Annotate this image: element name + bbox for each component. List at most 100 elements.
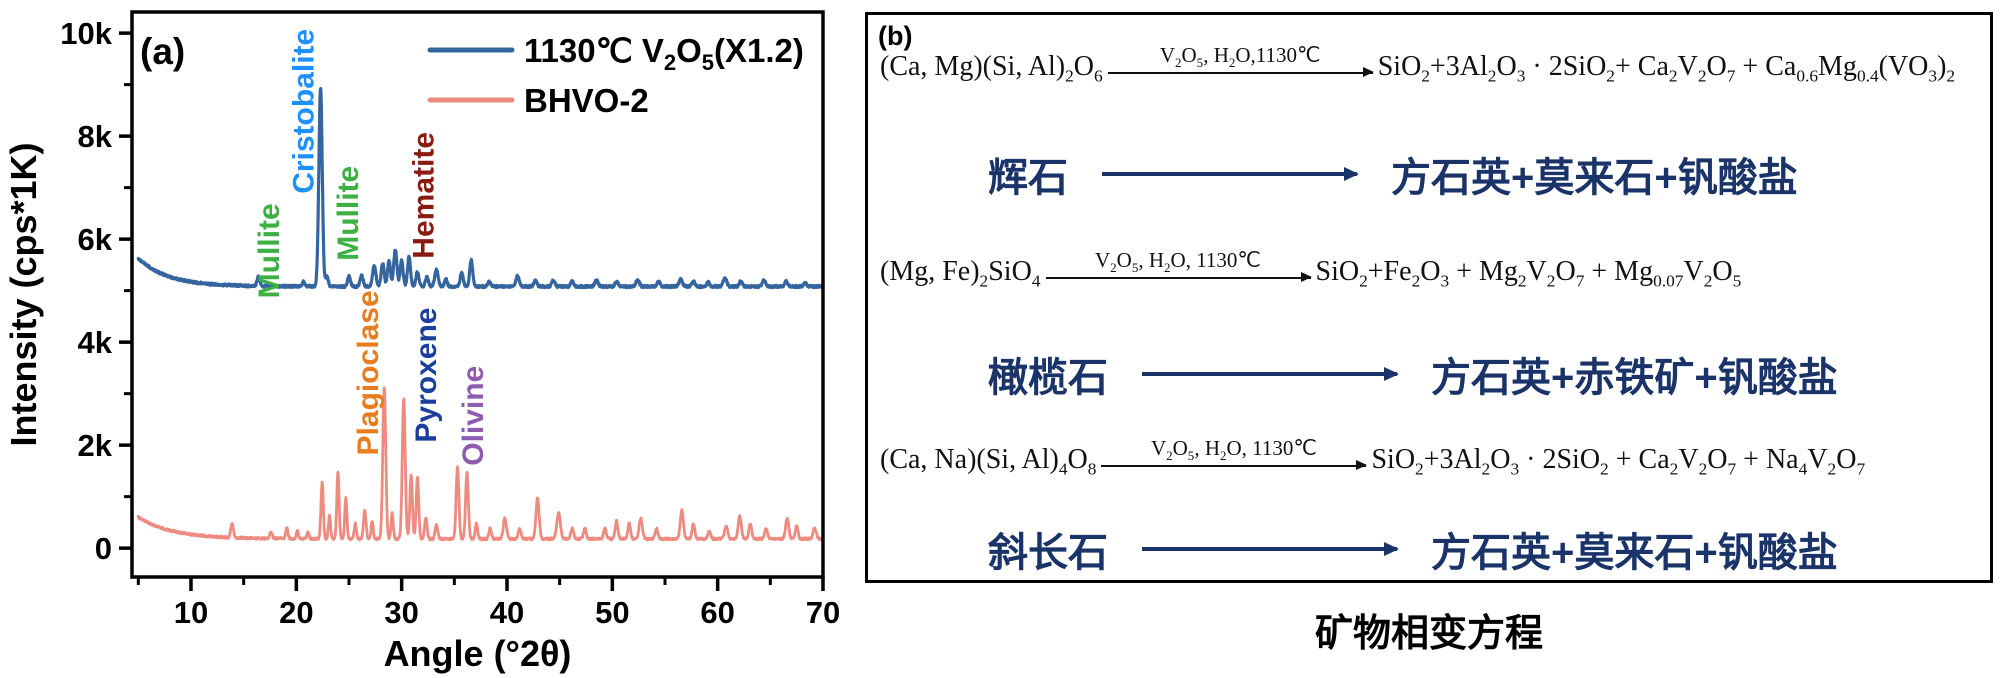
formula-text: (Ca, Mg)(Si, Al) xyxy=(880,50,1066,82)
formula-text: V xyxy=(1683,255,1704,287)
mineral-reaction-row-3: 斜长石 方石英+莫来石+钒酸盐 xyxy=(988,520,1838,578)
subscript: 0.6 xyxy=(1796,66,1819,86)
formula-text: O xyxy=(1116,248,1132,272)
formula-text: V xyxy=(1094,248,1111,272)
x-axis-title: Angle (°2θ) xyxy=(384,633,572,674)
x-tick-label: 40 xyxy=(490,595,524,630)
mineral-reaction-row-1: 辉石 方石英+莫来石+钒酸盐 xyxy=(988,145,1798,203)
formula-text: O xyxy=(1836,443,1857,475)
formula-text: · 2SiO xyxy=(1519,443,1601,475)
subscript: 2 xyxy=(1487,66,1497,86)
subscript: 2 xyxy=(1546,271,1556,291)
panel-b-label: (b) xyxy=(878,21,913,51)
arrow-line-icon xyxy=(1142,542,1399,556)
equation-row-1: (Ca, Mg)(Si, Al)2O6 V2O5, H2O,1130℃ SiO2+3… xyxy=(880,45,1955,86)
reaction-arrow: V2O5, H2O,1130℃ xyxy=(1107,43,1374,86)
formula-text: O xyxy=(1555,255,1576,287)
reaction-condition: V2O5, H2O, 1130℃ xyxy=(1094,248,1262,276)
subscript: 2 xyxy=(1228,55,1236,71)
subscript: 2 xyxy=(1164,260,1171,276)
formula-text: +3Al xyxy=(1423,443,1482,475)
formula-text: V xyxy=(1677,50,1698,82)
y-tick-label: 8k xyxy=(78,119,113,154)
subscript: 2 xyxy=(1166,448,1173,464)
formula-text: V xyxy=(1159,43,1175,67)
y-tick-label: 10k xyxy=(60,16,112,51)
mineral-products: 方石英+莫来石+钒酸盐 xyxy=(1431,531,1838,575)
formula-text: + Mg xyxy=(1584,255,1654,287)
subscript: 5 xyxy=(1196,55,1204,71)
subscript: 6 xyxy=(1094,66,1103,86)
phase-label-hematite: Hematite xyxy=(408,132,441,259)
subscript: 2 xyxy=(1606,66,1615,86)
subscript: 2 xyxy=(1415,459,1424,479)
formula-text: O xyxy=(1707,443,1728,475)
subscript: 3 xyxy=(1440,271,1450,291)
formula-text: Mg xyxy=(1818,50,1857,82)
reaction-panel: (b) (Ca, Mg)(Si, Al)2O6 V2O5, H2O,1130℃ Si… xyxy=(865,12,1993,583)
y-axis-title: Intensity (cps*1K) xyxy=(3,142,44,446)
subscript: 2 xyxy=(1698,459,1708,479)
y-tick-label: 6k xyxy=(78,222,113,257)
formula-text: O xyxy=(1067,443,1088,475)
panel-a-label: (a) xyxy=(140,31,185,72)
y-tick-label: 2k xyxy=(78,428,113,463)
subscript: 8 xyxy=(1087,459,1097,479)
mineral-products: 方石英+赤铁矿+钒酸盐 xyxy=(1431,356,1838,400)
x-axis: 10 20 30 40 50 60 70 Angle (°2θ) xyxy=(136,577,840,674)
panel-b-caption: 矿物相变方程 xyxy=(1314,613,1543,655)
subscript: 7 xyxy=(1856,459,1866,479)
subscript: 0.4 xyxy=(1856,66,1879,86)
subscript: 2 xyxy=(1065,66,1074,86)
x-tick-label: 10 xyxy=(174,595,208,630)
series-trace-1 xyxy=(136,87,825,290)
x-tick-label: 30 xyxy=(384,595,418,630)
subscript: 5 xyxy=(1732,271,1742,291)
formula-text: V xyxy=(1807,443,1828,475)
subscript: 5 xyxy=(1187,448,1195,464)
x-tick-label: 50 xyxy=(595,595,629,630)
formula-text: (Mg, Fe) xyxy=(880,255,980,287)
y-axis: 0 2k 4k 6k 8k 10k Intensity (cps*1K) xyxy=(3,16,132,566)
formula-text: O xyxy=(1712,255,1733,287)
subscript: 7 xyxy=(1575,271,1585,291)
formula-text: SiO xyxy=(1315,255,1360,287)
mineral-reaction-row-2: 橄榄石 方石英+赤铁矿+钒酸盐 xyxy=(988,345,1838,403)
legend-label-1: 1130℃ V2O5(X1.2) xyxy=(524,32,804,75)
arrow-line-icon xyxy=(1102,167,1359,181)
formula-text: ) xyxy=(1937,50,1947,82)
formula-text: + Ca xyxy=(1735,50,1797,82)
reactant-formula: (Ca, Na)(Si, Al)4O8 xyxy=(880,444,1096,480)
formula-text: V xyxy=(1678,443,1699,475)
subscript: 2 xyxy=(1481,459,1491,479)
phase-label-mullite: Mullite xyxy=(332,166,365,261)
subscript: 2 xyxy=(1359,271,1368,291)
x-tick-label: 20 xyxy=(279,595,313,630)
reaction-arrow: V2O5, H2O, 1130℃ xyxy=(1101,436,1368,479)
reaction-condition: V2O5, H2O,1130℃ xyxy=(1159,43,1321,71)
subscript: 2 xyxy=(1421,66,1430,86)
formula-text: O xyxy=(1073,50,1095,82)
formula-text: V xyxy=(1150,436,1167,460)
subscript: 4 xyxy=(1798,459,1808,479)
subscript: 5 xyxy=(1131,260,1139,276)
arrow-line-icon xyxy=(1101,460,1368,471)
subscript: 2 xyxy=(1703,271,1713,291)
arrow-line-icon xyxy=(1045,272,1312,283)
phase-label-plagioclase: Plagioclase xyxy=(352,290,385,455)
formula-text: (Ca, Na)(Si, Al) xyxy=(880,443,1059,475)
formula-text: (VO xyxy=(1878,50,1929,82)
subscript: 2 xyxy=(1110,260,1117,276)
y-tick-label: 0 xyxy=(95,531,112,566)
mineral-name: 橄榄石 xyxy=(988,356,1108,400)
formula-text: O xyxy=(1420,255,1441,287)
subscript: 7 xyxy=(1726,66,1736,86)
xrd-chart: 10 20 30 40 50 60 70 Angle (°2θ) 0 2k 4k 6k 8k 10k Int… xyxy=(3,10,840,674)
arrow-line-icon xyxy=(1142,367,1399,381)
subscript: 0.07 xyxy=(1653,271,1684,291)
formula-text: O, 1130℃ xyxy=(1170,248,1262,272)
formula-text: , H xyxy=(1203,43,1229,67)
equation-row-3: (Ca, Na)(Si, Al)4O8 V2O5, H2O, 1130℃ SiO2+… xyxy=(880,438,1865,479)
